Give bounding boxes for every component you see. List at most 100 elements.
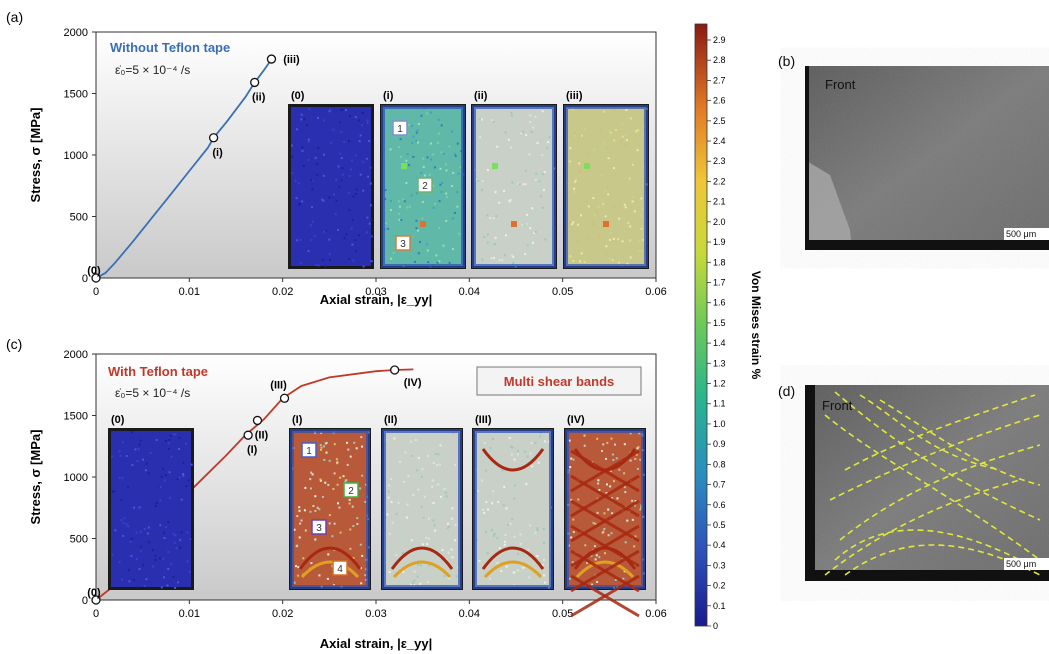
- x-tick-label: 0.05: [552, 608, 573, 620]
- dic-inset: [563, 104, 649, 269]
- x-tick-label: 0.01: [179, 608, 200, 620]
- panel-label-b: (b): [778, 53, 795, 69]
- inset-field: [474, 107, 554, 266]
- x-tick-label: 0.06: [645, 286, 666, 298]
- y-tick-label: 2000: [64, 27, 88, 39]
- colorbar-gradient: [694, 23, 708, 627]
- chart-a: 0 0.01 0.02 0.03 0.04 0.05 0.06 0 500 1000 1500 200…: [28, 27, 667, 307]
- colorbar-tick-label: 1.6: [713, 298, 726, 308]
- data-marker: [390, 365, 400, 375]
- shear-band-trace: [829, 414, 1041, 501]
- marker-label: (i): [212, 147, 223, 159]
- colorbar-tick-label: 0.8: [713, 459, 726, 469]
- dic-inset: [564, 428, 646, 618]
- data-marker: [250, 77, 260, 88]
- panel-label-c: (c): [6, 336, 22, 352]
- gauge-marker-label: 1: [397, 124, 403, 135]
- dic-inset: [381, 428, 463, 590]
- shear-band-trace: [834, 391, 1041, 521]
- colorbar-tick-label: 1.4: [713, 338, 726, 348]
- y-tick-label: 1500: [64, 89, 88, 101]
- shear-band-trace: [844, 394, 1036, 471]
- shear-band: [481, 546, 545, 570]
- colorbar-tick-label: 2.9: [713, 35, 726, 45]
- x-tick-label: 0.05: [552, 286, 573, 298]
- sem-d-scale: 500 μm: [1006, 559, 1036, 569]
- marker-label: (I): [247, 444, 258, 456]
- shear-band: [392, 560, 452, 579]
- sem-b-front-label: Front: [825, 77, 856, 92]
- y-tick-label: 1500: [64, 411, 88, 423]
- colorbar-tick-label: 2.0: [713, 217, 726, 227]
- gauge-marker-label: 2: [422, 181, 428, 192]
- inset-label: (iii): [566, 90, 583, 102]
- x-tick-label: 0: [93, 286, 99, 298]
- x-tick-label: 0.06: [645, 608, 666, 620]
- y-tick-label: 1000: [64, 150, 88, 162]
- marker-label: (III): [270, 379, 287, 391]
- y-tick-label: 1000: [64, 472, 88, 484]
- marker-label: (iii): [283, 54, 300, 66]
- inset-field: [291, 107, 371, 266]
- gauge-marker-box: [392, 120, 408, 136]
- inset-label: (0): [111, 414, 125, 426]
- sem-b-scale: 500 μm: [1006, 229, 1036, 239]
- xlabel-a: Axial strain, |ε_yy|: [320, 292, 432, 307]
- colorbar-tick-label: 0.4: [713, 540, 726, 550]
- xlabel-c: Axial strain, |ε_yy|: [320, 636, 432, 651]
- colorbar-tick-label: 2.1: [713, 197, 726, 207]
- colorbar-tick-label: 1.0: [713, 419, 726, 429]
- gauge-marker-box: [301, 442, 317, 458]
- shear-band-trace: [824, 479, 1021, 576]
- gauge-marker-label: 3: [400, 239, 406, 250]
- colorbar-tick-label: 0.5: [713, 520, 726, 530]
- gauge-marker-label: 2: [348, 486, 354, 497]
- sem-image-d: Front 500 μm: [805, 385, 1049, 581]
- y-tick-label: 0: [82, 273, 88, 285]
- colorbar-tick-label: 0.2: [713, 581, 726, 591]
- colorbar-tick-label: 2.5: [713, 116, 726, 126]
- gauge-marker-box: [343, 482, 359, 498]
- shear-band: [390, 546, 454, 570]
- marker-label: (II): [255, 429, 269, 441]
- shear-band: [481, 448, 545, 472]
- marker-label: (0): [87, 587, 101, 599]
- inset-label: (III): [475, 414, 492, 426]
- colorbar-tick-label: 2.7: [713, 75, 726, 85]
- data-marker: [252, 415, 263, 426]
- data-marker: [243, 430, 253, 440]
- dic-inset: [472, 428, 554, 590]
- gauge-marker-box: [311, 519, 327, 535]
- colorbar-tick-label: 1.2: [713, 379, 726, 389]
- colorbar-tick-label: 2.2: [713, 176, 726, 186]
- shear-band-trace: [824, 414, 1041, 561]
- panel-label-a: (a): [6, 9, 23, 25]
- sem-d-base: [805, 570, 1049, 581]
- shear-band: [300, 560, 360, 579]
- colorbar-tick-label: 2.3: [713, 156, 726, 166]
- inset-label: (0): [291, 90, 305, 102]
- gauge-marker-box: [417, 177, 433, 193]
- panel-label-d: (d): [778, 383, 795, 399]
- shear-band: [298, 546, 362, 570]
- y-tick-label: 500: [70, 534, 88, 546]
- colorbar-tick-label: 0: [713, 621, 718, 631]
- x-tick-label: 0.03: [365, 608, 386, 620]
- shear-band: [483, 560, 543, 579]
- shear-band-trace: [859, 394, 1001, 471]
- ylabel-a: Stress, σ [MPa]: [28, 108, 43, 203]
- colorbar-tick-label: 2.8: [713, 55, 726, 65]
- colorbar-tick-label: 1.5: [713, 318, 726, 328]
- sem-b-base: [805, 240, 1049, 250]
- gauge-marker-label: 3: [316, 523, 322, 534]
- colorbar-tick-label: 0.6: [713, 500, 726, 510]
- inset-label: (II): [384, 414, 398, 426]
- shear-band-trace: [879, 399, 1041, 486]
- rate-label-a: ε̇₀=5 × 10⁻⁴ /s: [115, 63, 190, 77]
- x-tick-label: 0.01: [179, 286, 200, 298]
- data-marker: [208, 133, 219, 143]
- colorbar-tick-label: 1.3: [713, 358, 726, 368]
- y-tick-label: 500: [70, 212, 88, 224]
- gauge-marker-box: [332, 560, 348, 576]
